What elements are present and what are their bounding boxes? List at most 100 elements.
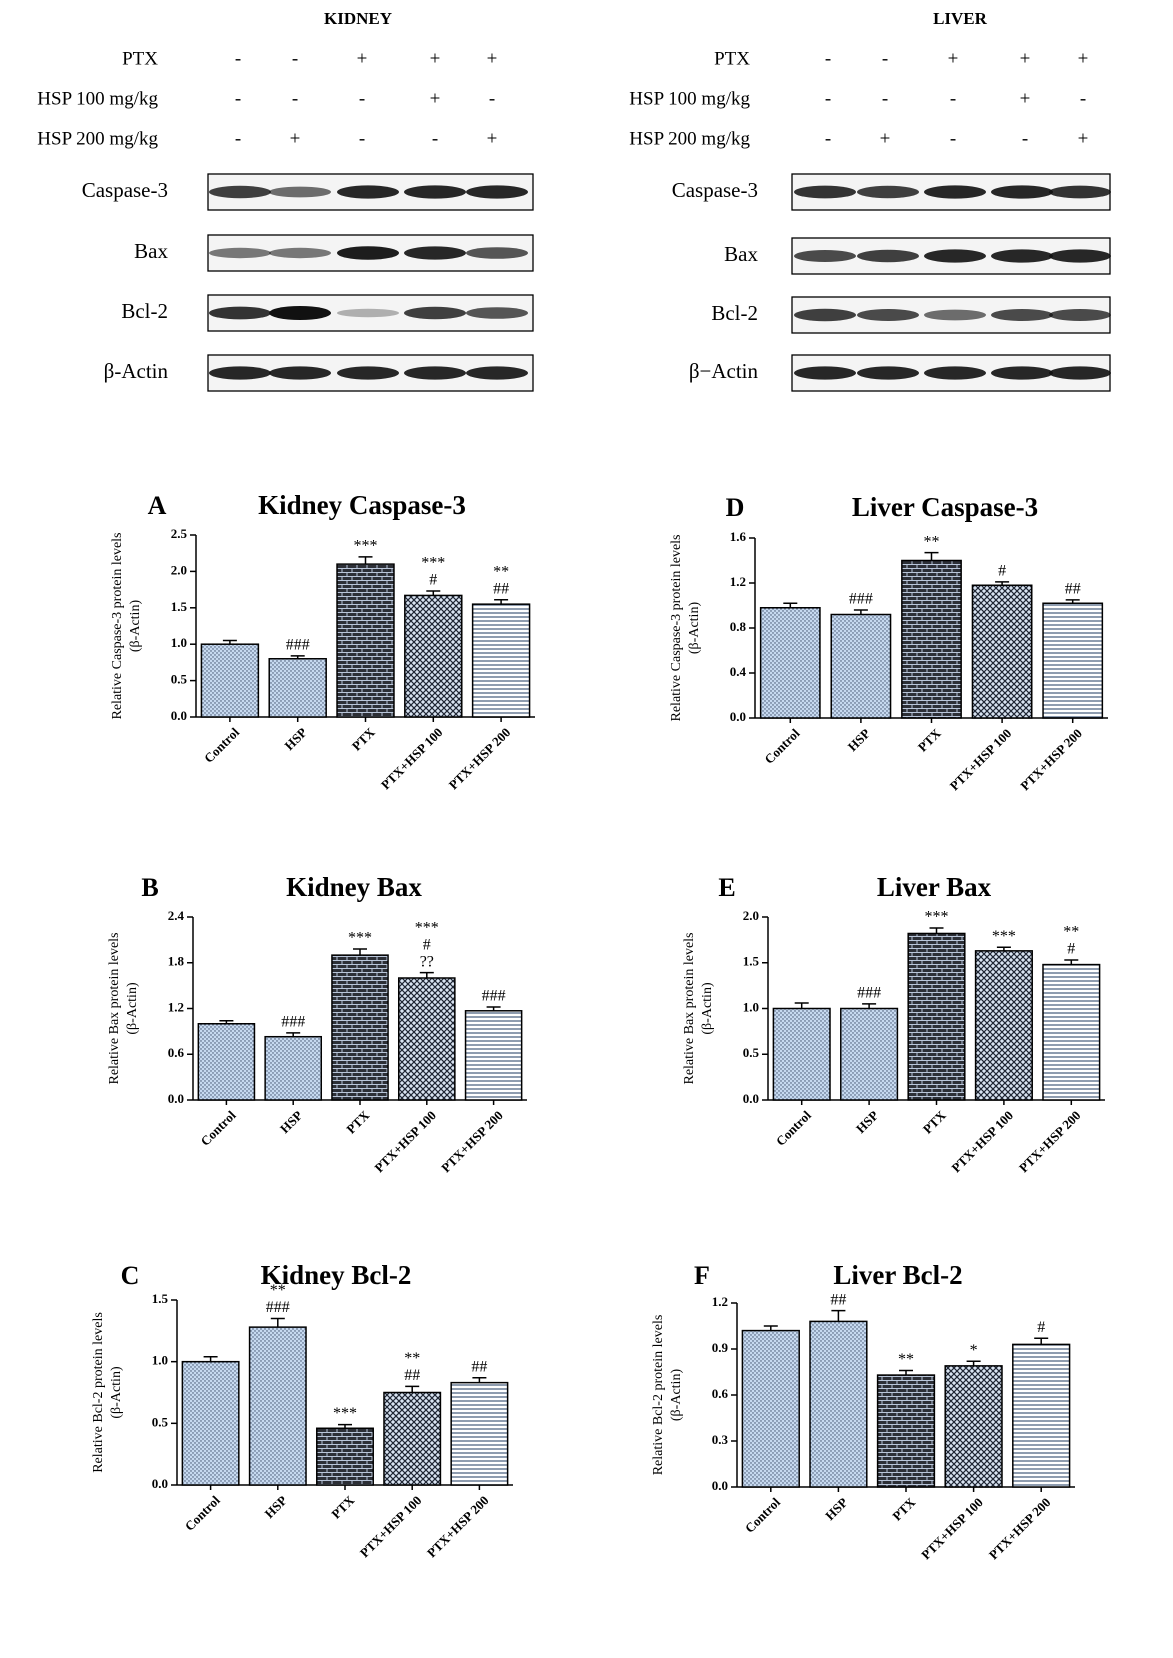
significance-label: ###: [857, 985, 881, 1002]
protein-label: Caspase-3: [82, 178, 168, 202]
x-tick-label: PTX+HSP 200: [1017, 726, 1085, 794]
y-tick-label: 2.0: [743, 908, 759, 923]
y-tick-label: 1.2: [712, 1294, 728, 1309]
y-tick-label: 0.0: [168, 1091, 184, 1106]
blot-band: [209, 307, 271, 320]
x-tick-label: Control: [182, 1492, 223, 1533]
treatment-sign: +: [880, 128, 891, 149]
y-tick-label: 0.5: [152, 1414, 169, 1429]
x-tick-label: PTX+HSP 100: [947, 726, 1015, 794]
x-tick-label: PTX+HSP 100: [918, 1495, 986, 1563]
blot-band: [404, 366, 466, 379]
blot-band: [794, 366, 856, 379]
y-tick-label: 0.8: [730, 619, 747, 634]
significance-label: ###: [849, 591, 873, 608]
significance-label: **: [493, 563, 509, 580]
significance-label: #: [423, 936, 431, 953]
error-bar: [353, 949, 367, 955]
blot-title: KIDNEY: [324, 9, 392, 28]
significance-label: ##: [404, 1367, 420, 1384]
treatment-sign: -: [235, 88, 241, 109]
chart-title: Liver Caspase-3: [852, 492, 1038, 522]
blot-band: [337, 246, 399, 260]
treatment-label: PTX: [122, 48, 158, 69]
blot-band: [924, 249, 986, 262]
x-tick-label: PTX: [343, 1107, 372, 1136]
bar: [198, 1024, 254, 1100]
treatment-sign: +: [1078, 48, 1089, 69]
y-tick-label: 0.0: [712, 1478, 728, 1493]
y-tick-label: 2.4: [168, 908, 185, 923]
y-axis-label: (β-Actin): [687, 602, 702, 655]
bar: [761, 608, 820, 718]
y-axis-label: (β-Actin): [128, 600, 143, 653]
blot-title: LIVER: [933, 9, 988, 28]
y-tick-label: 0.5: [743, 1045, 760, 1060]
bar: [182, 1362, 238, 1485]
y-axis-label: Relative Bcl-2 protein levels: [651, 1315, 666, 1476]
blot-band: [794, 309, 856, 321]
x-tick-label: PTX+HSP 100: [371, 1108, 439, 1176]
blot-band: [337, 366, 399, 379]
y-tick-label: 1.2: [168, 999, 184, 1014]
y-tick-label: 0.4: [730, 664, 747, 679]
x-tick-label: Control: [198, 1107, 239, 1148]
x-tick-label: HSP: [277, 1108, 306, 1137]
x-tick-label: PTX+HSP 100: [357, 1493, 425, 1561]
treatment-sign: -: [882, 88, 888, 109]
panel-letter: D: [726, 493, 745, 522]
y-axis-label: (β-Actin): [109, 1366, 124, 1419]
significance-label: ##: [493, 580, 509, 597]
significance-label: ##: [471, 1358, 487, 1375]
x-tick-label: PTX+HSP 200: [424, 1493, 492, 1561]
treatment-sign: -: [235, 128, 241, 149]
treatment-sign: +: [948, 48, 959, 69]
y-tick-label: 0.0: [171, 708, 187, 723]
chart-title: Liver Bax: [877, 872, 992, 902]
bar: [201, 644, 258, 717]
chart-title: Kidney Bax: [286, 872, 422, 902]
significance-label: #: [429, 572, 437, 589]
bar: [742, 1331, 799, 1487]
treatment-sign: +: [1078, 128, 1089, 149]
significance-label: ###: [281, 1014, 305, 1031]
x-tick-label: PTX: [889, 1494, 918, 1523]
chart-title: Kidney Caspase-3: [258, 490, 466, 520]
treatment-sign: +: [357, 48, 368, 69]
y-axis-label: (β-Actin): [700, 982, 715, 1035]
x-tick-label: HSP: [853, 1108, 882, 1137]
x-tick-label: HSP: [845, 726, 874, 755]
error-bar: [925, 553, 939, 561]
significance-label: ??: [420, 953, 434, 970]
x-tick-label: PTX+HSP 200: [438, 1108, 506, 1176]
bar: [466, 1011, 522, 1100]
bar: [810, 1321, 867, 1487]
y-tick-label: 1.0: [152, 1353, 168, 1368]
significance-label: ***: [354, 538, 378, 555]
y-tick-label: 1.5: [152, 1291, 169, 1306]
blot-band: [1049, 366, 1111, 379]
blot-band: [991, 185, 1053, 198]
protein-label: Caspase-3: [672, 178, 758, 202]
significance-label: **: [898, 1351, 914, 1368]
bar: [945, 1366, 1002, 1487]
error-bar: [795, 1003, 809, 1008]
treatment-sign: -: [432, 128, 438, 149]
bar: [337, 564, 394, 717]
y-axis-label: Relative Bcl-2 protein levels: [91, 1312, 106, 1473]
bar: [473, 604, 530, 717]
protein-label: Bax: [134, 239, 168, 263]
y-tick-label: 0.5: [171, 672, 188, 687]
blot-band: [269, 306, 331, 320]
bar: [317, 1428, 373, 1485]
significance-label: **: [1063, 924, 1079, 941]
y-tick-label: 1.0: [743, 999, 759, 1014]
x-tick-label: Control: [773, 1107, 814, 1148]
treatment-sign: -: [235, 48, 241, 69]
x-tick-label: PTX+HSP 200: [446, 725, 514, 793]
panel-letter: B: [141, 873, 158, 902]
y-tick-label: 0.9: [712, 1340, 729, 1355]
y-tick-label: 2.5: [171, 526, 188, 541]
x-tick-label: Control: [201, 724, 242, 765]
y-axis-label: Relative Bax protein levels: [682, 932, 697, 1084]
